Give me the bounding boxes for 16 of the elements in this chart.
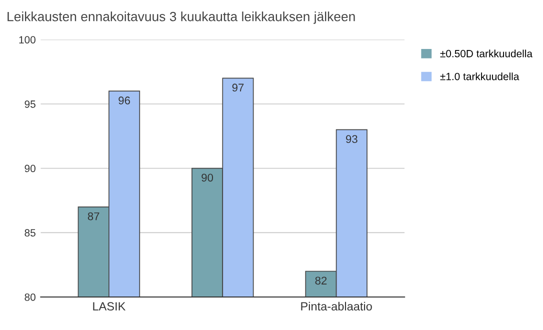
data-label: 97 xyxy=(232,84,244,92)
data-label: 96 xyxy=(118,96,130,104)
data-label: 93 xyxy=(346,135,358,143)
data-label: 87 xyxy=(88,212,100,220)
legend-label: ±1.0 tarkkuudella xyxy=(440,72,520,80)
y-tick-label: 85 xyxy=(24,229,36,237)
y-tick-label: 90 xyxy=(24,164,36,172)
y-tick-label: 95 xyxy=(24,100,36,108)
x-tick-label: LASIK xyxy=(93,302,126,311)
chart-title: Leikkausten ennakoitavuus 3 kuukautta leikkauksen jälkeen xyxy=(8,12,355,24)
data-label: 90 xyxy=(202,174,214,182)
y-tick-label: 80 xyxy=(24,294,36,301)
data-label: 82 xyxy=(315,276,327,285)
y-tick-label: 100 xyxy=(19,36,36,44)
legend-label: ±0.50D tarkkuudella xyxy=(440,50,533,58)
x-tick-label: Pinta-ablaatio xyxy=(301,302,372,311)
